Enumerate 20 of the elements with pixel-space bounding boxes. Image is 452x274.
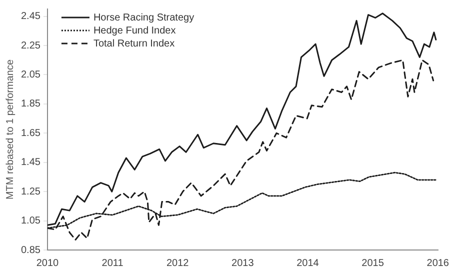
y-tick-label: 1.65 [20, 128, 41, 139]
x-tick-label: 2016 [426, 258, 450, 269]
y-tick-label: 1.45 [20, 157, 41, 168]
x-tick-label: 2014 [296, 258, 320, 269]
y-axis-title: MTM rebased to 1 performance [4, 59, 16, 200]
x-tick-label: 2013 [232, 258, 254, 269]
x-tick-label: 2015 [362, 258, 384, 269]
y-tick-label: 1.05 [20, 216, 41, 227]
legend-label: Hedge Fund Index [93, 25, 176, 36]
x-tick-label: 2012 [166, 258, 190, 269]
y-tick-label: 0.85 [20, 244, 41, 256]
y-tick-label: 1.25 [20, 186, 41, 198]
y-tick-label: 2.25 [20, 40, 41, 52]
y-tick-label: 1.85 [20, 98, 41, 110]
x-tick-label: 2010 [36, 258, 60, 269]
y-tick-label: 2.45 [20, 11, 41, 22]
legend-label: Total Return Index [93, 38, 175, 50]
x-tick-label: 2011 [102, 258, 124, 269]
legend-label: Horse Racing Strategy [93, 12, 194, 24]
y-tick-label: 2.05 [20, 69, 41, 80]
